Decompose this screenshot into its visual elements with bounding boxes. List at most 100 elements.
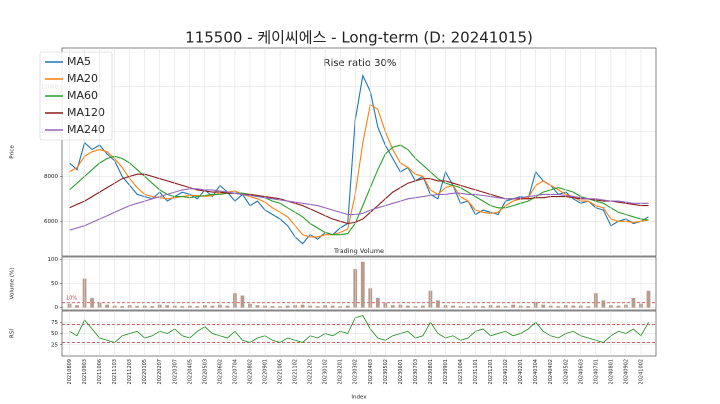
x-tick-label: 20230102 <box>323 359 329 384</box>
bar <box>165 305 170 308</box>
bar <box>571 305 576 308</box>
bar <box>240 295 245 308</box>
bar <box>105 304 109 308</box>
y-axis-label: Price <box>10 145 16 159</box>
x-tick-label: 20221202 <box>308 359 314 384</box>
bar <box>135 306 140 308</box>
bar <box>436 300 440 308</box>
y-axis-label: RSI <box>10 329 16 338</box>
bar <box>631 297 636 308</box>
y-tick-label: 6000 <box>44 219 58 225</box>
line-series <box>69 173 649 225</box>
legend-box <box>39 51 113 141</box>
bar <box>421 305 425 308</box>
bar <box>75 305 79 308</box>
y-axis-label: Volume (%) <box>10 268 16 300</box>
x-tick-label: 20240102 <box>503 359 509 384</box>
x-tick-label: 20221005 <box>278 359 284 384</box>
x-tick-label: 20240402 <box>548 359 554 384</box>
x-tick-label: 20211203 <box>127 359 133 384</box>
annotation: Trading Volume <box>333 247 384 255</box>
chart-title: 115500 - 케이씨에스 - Long-term (D: 20241015) <box>185 29 533 47</box>
line-series <box>69 144 649 236</box>
bar <box>526 306 531 308</box>
line-series <box>69 103 649 238</box>
y-tick-label: 100 <box>48 257 59 263</box>
legend-label: MA60 <box>67 89 98 102</box>
legend-label: MA120 <box>67 106 105 119</box>
reference-label: 10% <box>66 295 77 301</box>
x-tick-label: 20230703 <box>413 359 419 384</box>
x-tick-label: 20220207 <box>157 359 163 384</box>
panel-frame <box>61 310 657 357</box>
y-tick-label: 50 <box>51 281 58 287</box>
bar <box>466 306 470 308</box>
y-tick-label: 75 <box>51 320 58 326</box>
x-tick-label: 20220802 <box>247 359 253 384</box>
bar <box>646 290 651 308</box>
line-series <box>69 315 649 343</box>
bar <box>285 305 290 308</box>
x-axis-label: Index <box>351 395 367 401</box>
bar <box>481 306 485 308</box>
x-tick-label: 20230601 <box>398 359 404 384</box>
bar <box>511 304 516 308</box>
x-tick-label: 20210903 <box>82 359 88 384</box>
x-tick-label: 20231201 <box>488 359 494 384</box>
bar <box>330 305 335 308</box>
legend: MA5 MA20 MA60 MA120 MA240 <box>39 51 113 141</box>
x-tick-label: 20220901 <box>263 359 269 384</box>
x-tick-label: 20240801 <box>608 359 614 384</box>
panel-frame <box>61 256 657 311</box>
x-tick-label: 20230901 <box>443 359 449 384</box>
x-tick-label: 20211006 <box>97 359 103 384</box>
x-tick-label: 20240701 <box>593 359 599 384</box>
bar <box>255 305 260 308</box>
x-tick-label: 20230201 <box>338 359 344 384</box>
line-series <box>69 73 649 245</box>
x-tick-label: 20231004 <box>458 359 464 384</box>
bar <box>180 306 185 308</box>
x-tick-label: 20220602 <box>217 359 223 384</box>
x-tick-label: 20230801 <box>428 359 434 384</box>
x-tick-label: 20230502 <box>383 359 389 384</box>
y-tick-label: 25 <box>51 342 58 348</box>
bar <box>345 305 350 308</box>
bar <box>541 304 546 308</box>
bar <box>120 306 125 308</box>
bar <box>556 306 561 308</box>
bar <box>601 300 606 308</box>
x-tick-label: 20220307 <box>172 359 178 384</box>
bar <box>451 305 455 308</box>
y-tick-label: 50 <box>51 331 58 337</box>
x-tick-label: 20210809 <box>67 359 73 384</box>
legend-label: MA20 <box>67 72 98 85</box>
line-series <box>69 188 649 231</box>
bar <box>375 297 380 308</box>
bar <box>315 306 320 308</box>
bar <box>270 306 275 308</box>
x-tick-label: 20220405 <box>187 359 193 384</box>
y-tick-label: 0 <box>55 305 59 311</box>
x-tick-label: 20241002 <box>638 359 644 384</box>
x-tick-label: 20240902 <box>623 359 629 384</box>
x-tick-label: 20220503 <box>202 359 208 384</box>
bar <box>390 305 395 308</box>
x-tick-label: 20231101 <box>473 359 479 384</box>
bar <box>210 305 215 308</box>
bar <box>586 306 591 308</box>
bar <box>496 305 500 308</box>
x-tick-label: 20220704 <box>232 359 238 384</box>
bar <box>616 305 621 308</box>
legend-label: MA5 <box>67 55 91 68</box>
bar <box>195 306 200 308</box>
bar <box>300 304 305 308</box>
x-tick-label: 20230302 <box>353 359 359 384</box>
panel-frame <box>61 47 657 257</box>
bar <box>405 305 410 308</box>
x-tick-label: 20240304 <box>533 359 539 384</box>
x-tick-label: 20240201 <box>518 359 524 384</box>
bar <box>225 305 230 308</box>
x-tick-label: 20220105 <box>142 359 148 384</box>
